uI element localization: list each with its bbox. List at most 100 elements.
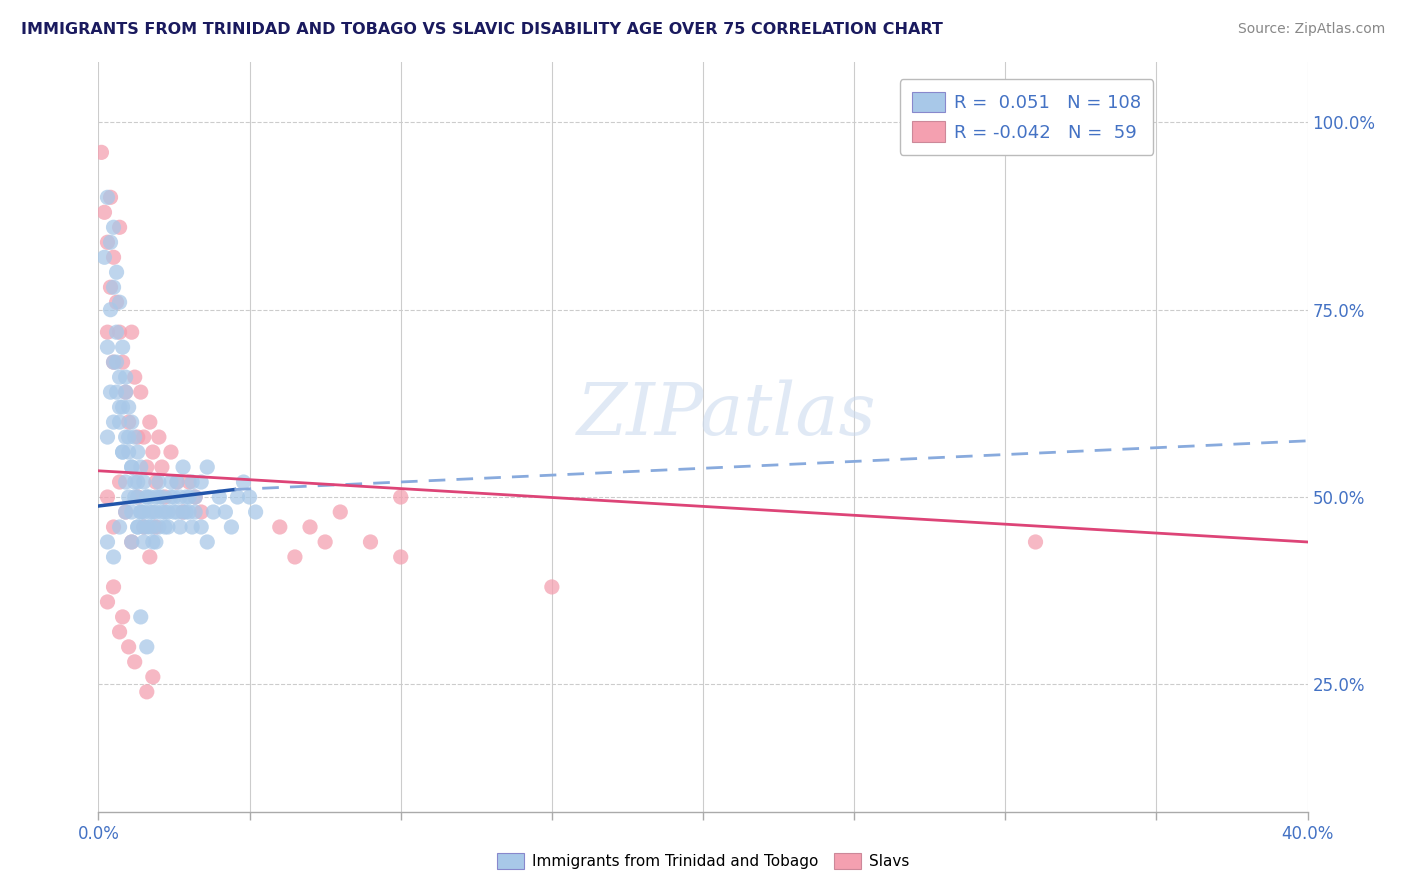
Point	[96, 535, 118, 549]
Point	[103, 520, 125, 534]
Point	[142, 520, 165, 534]
Point	[108, 475, 131, 489]
Point	[172, 460, 194, 475]
Point	[127, 490, 149, 504]
Point	[121, 460, 143, 475]
Point	[153, 520, 176, 534]
Point	[124, 430, 146, 444]
Point	[118, 490, 141, 504]
Point	[135, 520, 157, 534]
Point	[96, 490, 118, 504]
Point	[108, 400, 131, 414]
Point	[360, 535, 382, 549]
Point	[114, 475, 136, 489]
Point	[105, 355, 128, 369]
Point	[163, 505, 186, 519]
Point	[118, 415, 141, 429]
Point	[108, 295, 131, 310]
Point	[105, 295, 128, 310]
Point	[96, 340, 118, 354]
Point	[135, 460, 157, 475]
Point	[103, 220, 125, 235]
Point	[121, 460, 143, 475]
Point	[184, 490, 207, 504]
Point	[160, 490, 183, 504]
Point	[114, 370, 136, 384]
Point	[118, 430, 141, 444]
Point	[103, 549, 125, 564]
Point	[129, 460, 152, 475]
Point	[148, 520, 170, 534]
Point	[145, 475, 167, 489]
Point	[179, 505, 201, 519]
Point	[100, 302, 122, 317]
Point	[145, 505, 167, 519]
Point	[132, 520, 155, 534]
Point	[314, 535, 336, 549]
Point	[111, 445, 134, 459]
Point	[121, 535, 143, 549]
Point	[118, 640, 141, 654]
Point	[114, 385, 136, 400]
Point	[166, 475, 188, 489]
Point	[127, 445, 149, 459]
Point	[121, 325, 143, 339]
Point	[172, 505, 194, 519]
Point	[139, 505, 162, 519]
Text: IMMIGRANTS FROM TRINIDAD AND TOBAGO VS SLAVIC DISABILITY AGE OVER 75 CORRELATION: IMMIGRANTS FROM TRINIDAD AND TOBAGO VS S…	[21, 22, 943, 37]
Legend: R =  0.051   N = 108, R = -0.042   N =  59: R = 0.051 N = 108, R = -0.042 N = 59	[900, 79, 1153, 155]
Point	[174, 490, 197, 504]
Point	[139, 520, 162, 534]
Point	[127, 490, 149, 504]
Point	[105, 265, 128, 279]
Point	[118, 445, 141, 459]
Point	[166, 505, 188, 519]
Legend: Immigrants from Trinidad and Tobago, Slavs: Immigrants from Trinidad and Tobago, Sla…	[491, 847, 915, 875]
Point	[142, 535, 165, 549]
Point	[96, 325, 118, 339]
Point	[103, 355, 125, 369]
Point	[114, 430, 136, 444]
Point	[124, 655, 146, 669]
Point	[139, 415, 162, 429]
Point	[299, 520, 322, 534]
Point	[153, 490, 176, 504]
Point	[142, 445, 165, 459]
Point	[132, 520, 155, 534]
Point	[153, 505, 176, 519]
Point	[108, 624, 131, 639]
Point	[232, 475, 254, 489]
Point	[214, 505, 236, 519]
Point	[124, 490, 146, 504]
Point	[179, 490, 201, 504]
Point	[142, 505, 165, 519]
Point	[181, 520, 204, 534]
Point	[139, 549, 162, 564]
Point	[142, 670, 165, 684]
Point	[105, 385, 128, 400]
Point	[100, 235, 122, 250]
Point	[124, 370, 146, 384]
Point	[389, 549, 412, 564]
Point	[184, 505, 207, 519]
Point	[127, 475, 149, 489]
Point	[108, 415, 131, 429]
Point	[132, 430, 155, 444]
Text: ZIPatlas: ZIPatlas	[578, 379, 877, 450]
Point	[179, 475, 201, 489]
Point	[166, 475, 188, 489]
Point	[329, 505, 352, 519]
Point	[148, 430, 170, 444]
Point	[114, 505, 136, 519]
Point	[108, 520, 131, 534]
Point	[150, 490, 173, 504]
Point	[202, 505, 225, 519]
Point	[148, 490, 170, 504]
Point	[103, 355, 125, 369]
Point	[127, 520, 149, 534]
Point	[150, 460, 173, 475]
Point	[1024, 535, 1046, 549]
Point	[172, 505, 194, 519]
Point	[135, 490, 157, 504]
Point	[239, 490, 262, 504]
